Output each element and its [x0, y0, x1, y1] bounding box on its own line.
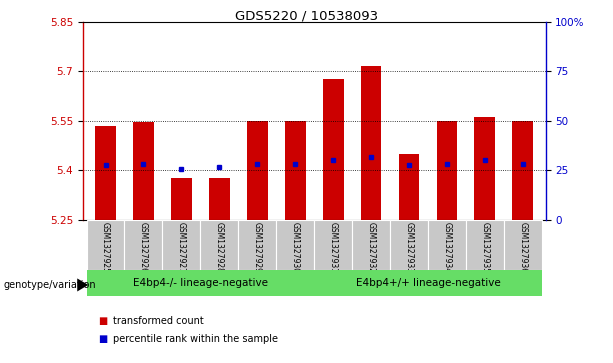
- Bar: [95, 126, 116, 220]
- Bar: [512, 121, 533, 220]
- Text: GSM1327926: GSM1327926: [139, 222, 148, 273]
- Bar: [171, 178, 192, 220]
- Bar: [285, 121, 306, 220]
- Bar: [398, 154, 419, 220]
- Text: GSM1327932: GSM1327932: [367, 222, 376, 273]
- Text: GSM1327936: GSM1327936: [519, 222, 527, 273]
- Text: GSM1327933: GSM1327933: [405, 222, 414, 273]
- Text: GSM1327935: GSM1327935: [481, 222, 489, 273]
- Bar: [466, 220, 504, 270]
- Text: genotype/variation: genotype/variation: [3, 280, 96, 290]
- Bar: [322, 79, 343, 220]
- Text: GSM1327934: GSM1327934: [443, 222, 451, 273]
- Text: E4bp4+/+ lineage-negative: E4bp4+/+ lineage-negative: [356, 278, 500, 288]
- Text: GSM1327929: GSM1327929: [253, 222, 262, 273]
- Bar: [474, 117, 495, 220]
- Bar: [238, 220, 276, 270]
- Bar: [276, 220, 314, 270]
- Bar: [314, 270, 542, 296]
- Bar: [504, 220, 542, 270]
- Text: GSM1327930: GSM1327930: [291, 222, 300, 273]
- Bar: [428, 220, 466, 270]
- Bar: [436, 121, 457, 220]
- Bar: [124, 220, 162, 270]
- Bar: [247, 121, 268, 220]
- Text: GSM1327925: GSM1327925: [101, 222, 110, 273]
- Text: GSM1327927: GSM1327927: [177, 222, 186, 273]
- Text: ■: ■: [98, 334, 107, 344]
- Bar: [209, 178, 230, 220]
- Bar: [200, 220, 238, 270]
- Text: ■: ■: [98, 316, 107, 326]
- Text: GSM1327931: GSM1327931: [329, 222, 338, 273]
- Text: GDS5220 / 10538093: GDS5220 / 10538093: [235, 9, 378, 22]
- Bar: [86, 270, 314, 296]
- Bar: [352, 220, 390, 270]
- Text: E4bp4-/- lineage-negative: E4bp4-/- lineage-negative: [133, 278, 268, 288]
- Bar: [360, 66, 381, 220]
- Bar: [390, 220, 428, 270]
- Bar: [86, 220, 124, 270]
- Bar: [133, 122, 154, 220]
- Text: transformed count: transformed count: [113, 316, 204, 326]
- Text: GSM1327928: GSM1327928: [215, 222, 224, 273]
- Text: percentile rank within the sample: percentile rank within the sample: [113, 334, 278, 344]
- Bar: [162, 220, 200, 270]
- Bar: [314, 220, 352, 270]
